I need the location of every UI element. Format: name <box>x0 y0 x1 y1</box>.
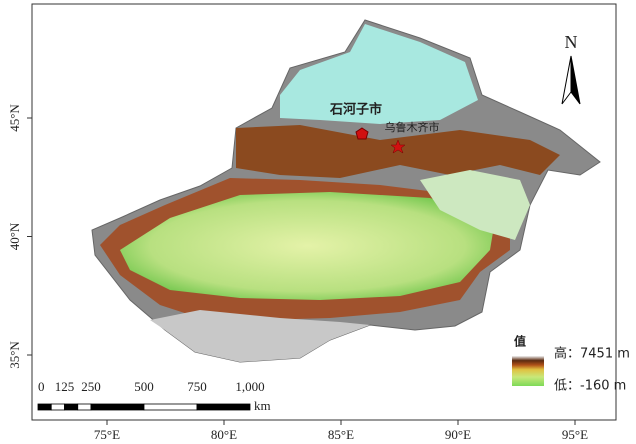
scale-unit: km <box>254 398 271 413</box>
city-marker <box>355 127 369 140</box>
city-label: 石河子市 <box>329 102 382 118</box>
scale-segment <box>77 403 92 411</box>
lon-label: 80°E <box>211 427 237 442</box>
legend-ramp <box>512 356 544 386</box>
scale-label: 500 <box>134 379 154 394</box>
lat-label: 40°N <box>7 222 22 250</box>
scale-segment <box>37 403 52 411</box>
north-arrow <box>561 55 581 105</box>
scale-label: 0 <box>38 379 45 394</box>
scale-label: 250 <box>81 379 101 394</box>
legend-high: 高：7451 m <box>554 346 630 362</box>
scale-segment <box>64 403 79 411</box>
tianshan <box>236 125 560 178</box>
scale-label: 750 <box>187 379 207 394</box>
east-basin <box>420 170 530 240</box>
city-marker <box>390 139 406 154</box>
lon-label: 85°E <box>328 427 354 442</box>
lon-label: 95°E <box>562 427 588 442</box>
legend-title: 值 <box>514 334 526 349</box>
dzungaria <box>280 24 478 124</box>
kunlun-high <box>150 310 370 362</box>
scale-segment <box>143 403 198 411</box>
scale-segment <box>90 403 145 411</box>
lon-label: 75°E <box>94 427 120 442</box>
scale-label: 125 <box>55 379 75 394</box>
lat-label: 45°N <box>7 104 22 132</box>
city-label: 乌鲁木齐市 <box>385 120 440 134</box>
lat-label: 35°N <box>7 341 22 369</box>
north-label: N <box>565 32 578 52</box>
scale-label: 1,000 <box>235 379 264 394</box>
scale-segment <box>196 403 251 411</box>
legend-low: 低：-160 m <box>554 379 626 394</box>
lon-label: 90°E <box>445 427 471 442</box>
scale-segment <box>50 403 65 411</box>
tarim-basin <box>120 192 495 300</box>
